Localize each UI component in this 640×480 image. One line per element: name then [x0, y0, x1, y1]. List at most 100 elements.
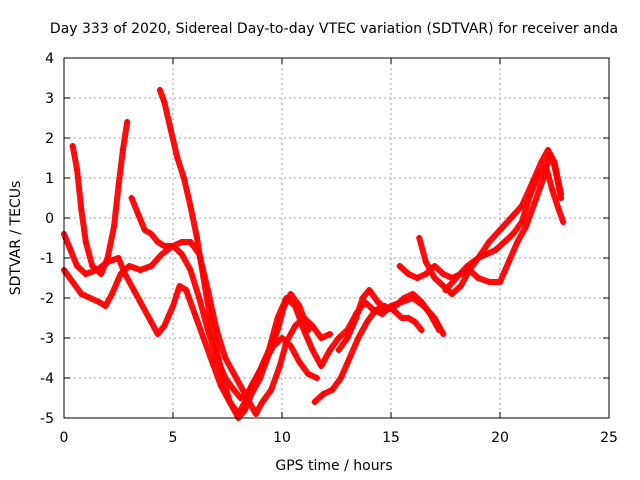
series-track-7 — [335, 287, 442, 353]
data-point — [187, 239, 194, 245]
data-point — [292, 323, 299, 329]
x-tick-label: 20 — [491, 430, 509, 446]
y-tick-label: 1 — [45, 171, 54, 187]
data-point — [180, 175, 187, 181]
data-point — [130, 287, 137, 293]
data-point — [248, 391, 255, 397]
data-point — [265, 351, 272, 357]
data-point — [74, 263, 81, 269]
data-point — [475, 255, 482, 261]
data-point — [187, 203, 194, 209]
series-track-3 — [69, 119, 131, 277]
data-point — [492, 247, 499, 253]
data-point — [252, 411, 259, 417]
data-point — [305, 327, 312, 333]
data-point — [507, 215, 514, 221]
data-point — [418, 299, 425, 305]
data-point — [200, 335, 207, 341]
data-point — [148, 231, 155, 237]
x-tick-label: 0 — [60, 430, 69, 446]
data-point — [187, 267, 194, 273]
data-point — [540, 175, 547, 181]
data-point — [364, 319, 371, 325]
data-point — [178, 251, 185, 257]
data-point — [329, 387, 336, 393]
data-point — [241, 407, 248, 413]
y-tick-label: 3 — [45, 91, 54, 107]
data-point — [176, 283, 183, 289]
data-point — [518, 219, 525, 225]
data-point — [416, 235, 423, 241]
data-point — [82, 271, 89, 277]
data-point — [167, 127, 174, 133]
data-point — [135, 211, 142, 217]
data-point — [222, 355, 229, 361]
data-point — [431, 275, 438, 281]
data-point — [126, 263, 133, 269]
data-point — [141, 227, 148, 233]
data-point — [139, 303, 146, 309]
data-point — [422, 259, 429, 265]
data-point — [309, 347, 316, 353]
chart-title: Day 333 of 2020, Sidereal Day-to-day VTE… — [50, 21, 618, 37]
data-point — [276, 363, 283, 369]
y-tick-label: 2 — [45, 131, 54, 147]
data-point — [318, 335, 325, 341]
data-point — [531, 199, 538, 205]
data-point — [213, 347, 220, 353]
data-point — [551, 163, 558, 169]
y-tick-label: -5 — [40, 411, 54, 427]
data-point — [555, 207, 562, 213]
data-point — [108, 291, 115, 297]
data-point — [259, 399, 266, 405]
data-point — [529, 179, 536, 185]
x-tick-label: 15 — [382, 430, 400, 446]
data-point — [220, 375, 227, 381]
data-point — [396, 263, 403, 269]
data-point — [483, 251, 490, 257]
data-point — [326, 347, 333, 353]
axis-ticks — [63, 57, 610, 419]
data-point — [475, 275, 482, 281]
data-point — [95, 299, 102, 305]
data-point — [320, 391, 327, 397]
data-point — [231, 387, 238, 393]
data-point — [115, 255, 122, 261]
data-point — [497, 279, 503, 285]
data-point — [104, 255, 111, 261]
data-series — [61, 87, 567, 421]
data-point — [231, 371, 238, 377]
series-trace — [69, 119, 131, 277]
data-point — [422, 271, 429, 277]
data-point — [161, 99, 168, 105]
data-point — [383, 307, 390, 313]
y-tick-label: -3 — [40, 331, 54, 347]
data-point — [440, 331, 447, 337]
data-point — [257, 375, 264, 381]
data-point — [274, 327, 281, 333]
data-point — [268, 387, 275, 393]
data-point — [74, 167, 81, 173]
data-point — [418, 327, 425, 333]
data-point — [226, 399, 233, 405]
data-point — [283, 339, 290, 345]
data-point — [239, 387, 246, 393]
data-point — [431, 263, 438, 269]
data-point — [159, 251, 166, 257]
data-point — [78, 207, 85, 213]
data-point — [69, 143, 76, 149]
plot-frame — [63, 57, 610, 419]
data-point — [405, 315, 412, 321]
x-tick-label: 10 — [273, 430, 291, 446]
data-point — [119, 147, 126, 153]
data-point — [148, 263, 155, 269]
data-point — [67, 247, 74, 253]
data-point — [89, 263, 96, 269]
data-point — [335, 347, 342, 353]
data-point — [161, 323, 168, 329]
data-point — [98, 271, 105, 277]
data-point — [518, 203, 525, 209]
y-tick-label: -1 — [40, 251, 54, 267]
y-tick-label: -4 — [40, 371, 54, 387]
data-point — [497, 227, 503, 233]
